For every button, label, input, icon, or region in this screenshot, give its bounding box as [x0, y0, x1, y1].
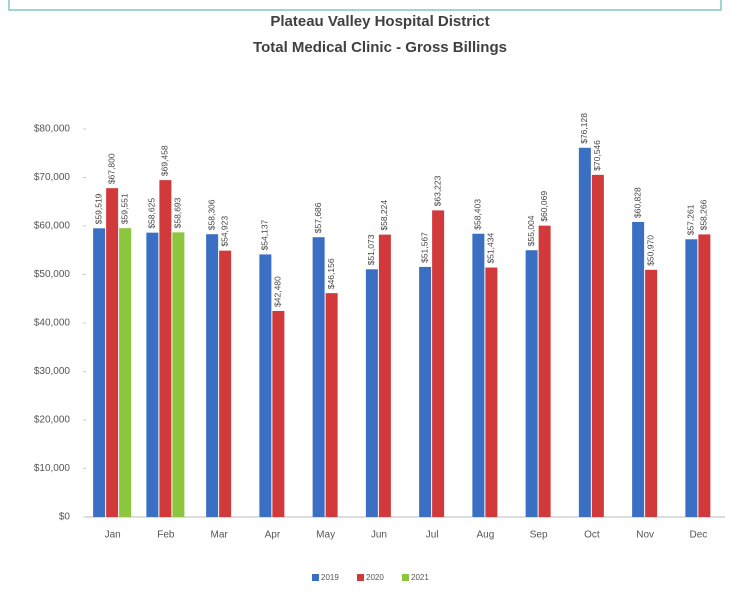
x-tick-label: Apr [265, 530, 281, 541]
value-label: $76,128 [579, 113, 589, 144]
x-tick-label: Mar [211, 530, 229, 541]
value-label: $51,567 [419, 232, 429, 263]
y-tick-label: $40,000 [34, 318, 71, 329]
y-tick-label: $70,000 [34, 172, 71, 183]
bar [365, 269, 378, 517]
bar [698, 234, 711, 517]
bar [632, 221, 645, 518]
value-label: $55,004 [526, 215, 536, 246]
frame [8, 0, 722, 11]
value-label: $58,266 [699, 199, 709, 230]
bar [472, 233, 485, 517]
legend-label: 2019 [321, 573, 339, 582]
value-label: $46,156 [326, 258, 336, 289]
x-tick-label: May [316, 530, 335, 541]
y-tick-label: $20,000 [34, 415, 71, 426]
x-tick-label: Dec [689, 530, 707, 541]
bar [159, 180, 172, 517]
bar [685, 239, 698, 517]
bar [325, 293, 338, 517]
y-tick-label: $0 [59, 512, 71, 523]
bar [578, 147, 591, 517]
value-label: $67,800 [106, 153, 116, 184]
value-label: $58,224 [379, 200, 389, 231]
bar [106, 188, 119, 518]
x-tick-label: Aug [476, 530, 494, 541]
value-label: $58,693 [173, 197, 183, 228]
bar [485, 267, 498, 517]
value-label: $60,828 [632, 187, 642, 218]
y-tick-label: $80,000 [34, 124, 71, 135]
value-label: $58,306 [206, 199, 216, 230]
bar [378, 234, 391, 518]
value-label: $69,458 [160, 145, 170, 176]
y-tick-label: $50,000 [34, 269, 71, 280]
bar [525, 250, 538, 518]
value-label: $70,546 [592, 140, 602, 171]
legend-swatch [402, 574, 409, 581]
bar [146, 232, 159, 517]
y-tick-label: $60,000 [34, 221, 71, 232]
bar [312, 237, 325, 517]
legend-swatch [312, 574, 319, 581]
bar [272, 310, 285, 517]
x-tick-label: Jun [371, 530, 387, 541]
bar [206, 234, 219, 518]
value-label: $58,625 [147, 198, 157, 229]
bar [591, 174, 604, 517]
value-label: $60,069 [539, 191, 549, 222]
legend-label: 2021 [411, 573, 429, 582]
bar [419, 266, 432, 517]
bar [538, 225, 551, 517]
value-label: $51,073 [366, 234, 376, 265]
value-label: $57,686 [313, 202, 323, 233]
value-label: $57,261 [686, 204, 696, 235]
bar [259, 254, 272, 517]
value-label: $42,480 [273, 276, 283, 307]
bar [432, 210, 445, 517]
x-tick-label: Jan [105, 530, 121, 541]
value-label: $54,923 [219, 216, 229, 247]
bar [645, 269, 658, 517]
bar [93, 228, 106, 517]
y-tick-label: $10,000 [34, 463, 71, 474]
chart-subtitle: Total Medical Clinic - Gross Billings [253, 39, 507, 56]
chart-title: Plateau Valley Hospital District [270, 13, 489, 30]
legend-swatch [357, 574, 364, 581]
value-label: $63,223 [432, 175, 442, 206]
bar [219, 250, 232, 517]
value-label: $59,519 [93, 193, 103, 224]
value-label: $51,434 [486, 233, 496, 264]
x-tick-label: Nov [636, 530, 654, 541]
value-label: $54,137 [260, 219, 270, 250]
value-label: $50,970 [645, 235, 655, 266]
legend-label: 2020 [366, 573, 384, 582]
value-label: $59,551 [119, 193, 129, 224]
x-tick-label: Sep [530, 530, 548, 541]
x-tick-label: Jul [426, 530, 439, 541]
bar [119, 228, 132, 517]
x-tick-label: Oct [584, 530, 600, 541]
value-label: $58,403 [473, 199, 483, 230]
y-tick-label: $30,000 [34, 366, 71, 377]
x-tick-label: Feb [157, 530, 175, 541]
bar [172, 232, 185, 518]
